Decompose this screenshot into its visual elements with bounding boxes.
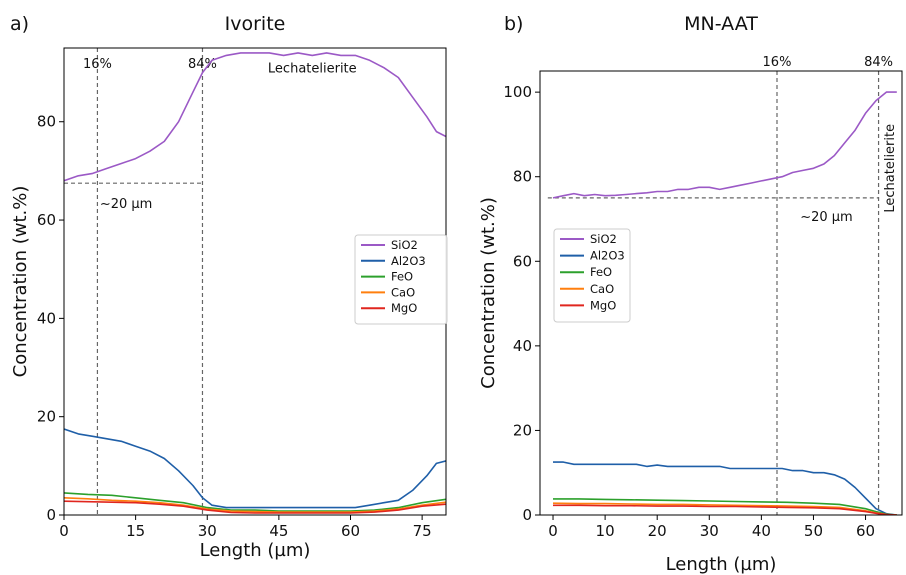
y-tick-label: 40 xyxy=(513,337,532,355)
chart-title: Ivorite xyxy=(225,13,286,35)
x-axis-title: Length (µm) xyxy=(200,540,311,561)
x-tick-label: 20 xyxy=(648,522,667,540)
x-tick-label: 15 xyxy=(126,522,145,540)
y-tick-label: 100 xyxy=(503,83,532,101)
legend-label: MgO xyxy=(590,298,616,312)
y-tick-label: 20 xyxy=(513,421,532,439)
x-tick-label: 10 xyxy=(596,522,615,540)
chart-title: MN-AAT xyxy=(684,13,758,35)
x-tick-label: 60 xyxy=(856,522,875,540)
reference-line-label: 84% xyxy=(864,55,893,70)
x-tick-label: 30 xyxy=(198,522,217,540)
x-tick-label: 0 xyxy=(59,522,69,540)
y-tick-label: 60 xyxy=(37,211,56,229)
legend-label: SiO2 xyxy=(391,238,418,252)
legend-label: Al2O3 xyxy=(391,254,426,268)
series-line-sio2 xyxy=(64,52,446,182)
series-line-mgo xyxy=(64,500,446,514)
legend-label: CaO xyxy=(590,282,614,296)
series-line-mgo xyxy=(553,504,897,515)
x-tick-label: 0 xyxy=(548,522,558,540)
y-tick-label: 80 xyxy=(513,168,532,186)
series-line-feo xyxy=(553,498,897,515)
annotation-label: Lechatelierite xyxy=(883,124,898,213)
legend: SiO2 Al2O3 FeO CaO MgO xyxy=(553,228,631,323)
x-tick-label: 30 xyxy=(700,522,719,540)
legend-label: MgO xyxy=(391,301,417,315)
series-line-feo xyxy=(64,492,446,512)
series-line-al2o3 xyxy=(64,428,446,509)
y-tick-label: 40 xyxy=(37,309,56,327)
x-tick-label: 50 xyxy=(804,522,823,540)
plot-frame xyxy=(539,70,903,516)
x-tick-label: 40 xyxy=(752,522,771,540)
reference-line-label: 84% xyxy=(188,57,217,72)
x-tick-label: 45 xyxy=(269,522,288,540)
legend-label: Al2O3 xyxy=(590,249,625,263)
x-axis-title: Length (µm) xyxy=(666,554,777,575)
annotation-label: Lechatelierite xyxy=(268,62,357,77)
y-tick-label: 80 xyxy=(37,113,56,131)
x-tick-label: 75 xyxy=(413,522,432,540)
y-axis-title: Concentration (wt.%) xyxy=(478,197,499,389)
y-axis-title: Concentration (wt.%) xyxy=(10,186,31,378)
y-tick-label: 0 xyxy=(522,506,532,524)
chart-panel-a: a) Ivorite 16% 84% 0 15 30 45 60 75 0 20 40 60 80 Lengt… xyxy=(10,13,448,561)
chart-panel-b: b) MN-AAT 16% 84% 0 10 20 30 40 50 60 0 20 40 60 80 100 L… xyxy=(478,13,903,575)
series-line-al2o3 xyxy=(553,461,897,515)
panel-letter: b) xyxy=(504,13,523,35)
y-tick-label: 20 xyxy=(37,408,56,426)
reference-line-label: 16% xyxy=(763,55,792,70)
annotation-label: ~20 µm xyxy=(800,210,853,225)
annotation-label: ~20 µm xyxy=(100,197,153,212)
legend-label: CaO xyxy=(391,285,415,299)
reference-line-label: 16% xyxy=(83,57,112,72)
series-line-cao xyxy=(64,497,446,513)
legend-label: FeO xyxy=(590,265,612,279)
y-tick-label: 0 xyxy=(46,506,56,524)
panel-letter: a) xyxy=(10,13,29,35)
y-tick-label: 60 xyxy=(513,252,532,270)
x-tick-label: 60 xyxy=(341,522,360,540)
legend-label: FeO xyxy=(391,270,413,284)
series-line-sio2 xyxy=(552,91,897,199)
legend-label: SiO2 xyxy=(590,232,617,246)
